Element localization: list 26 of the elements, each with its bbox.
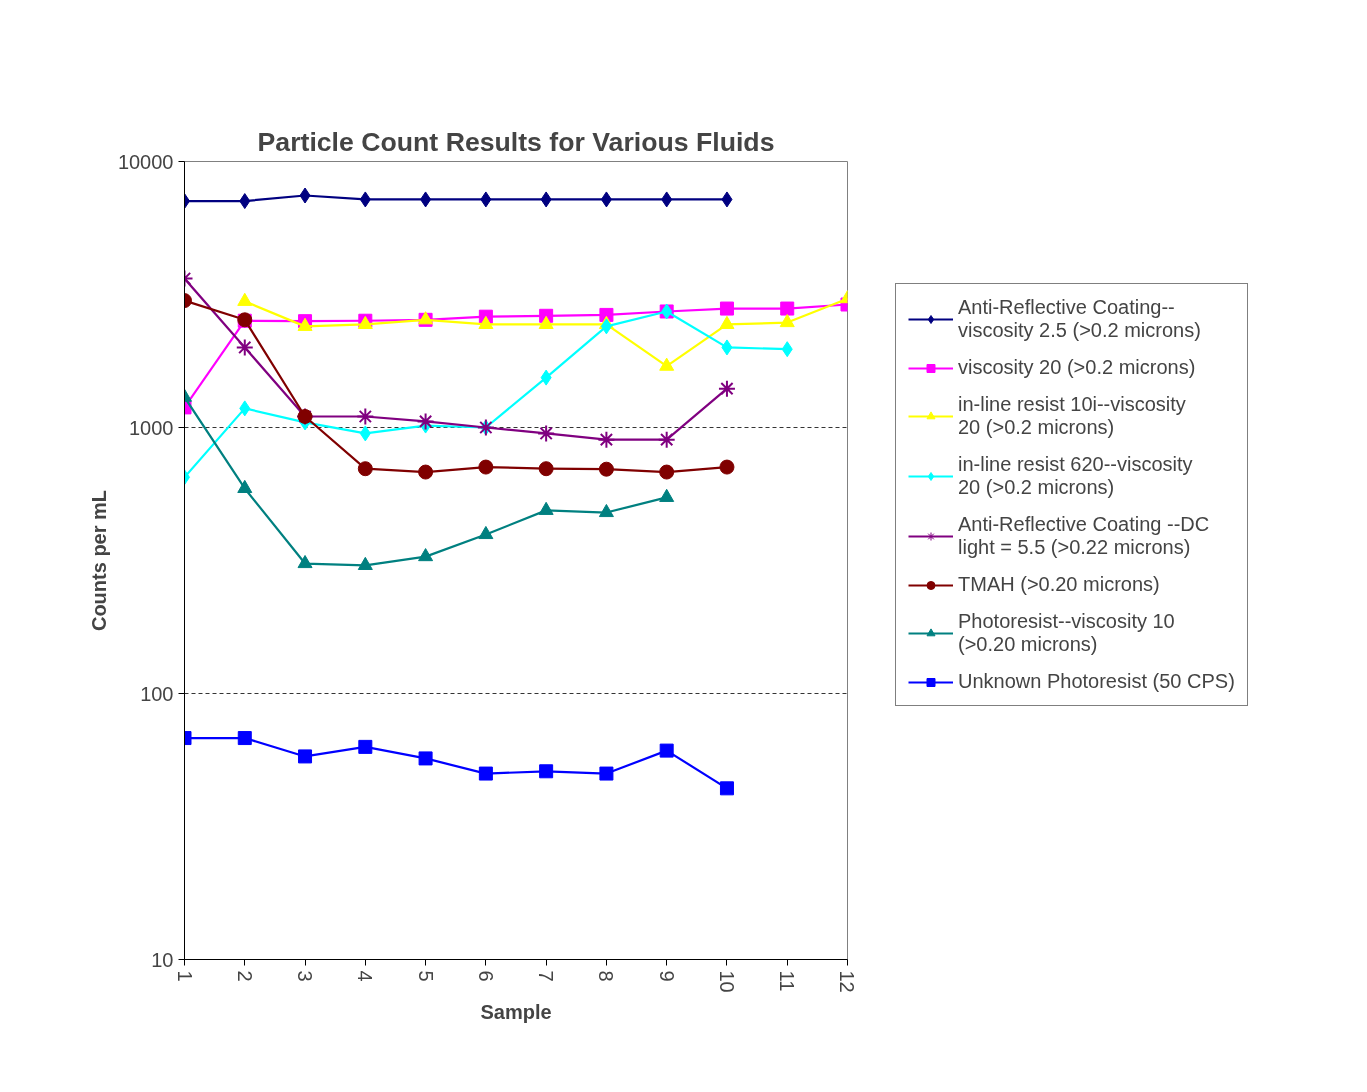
x-tick-label: 8 [595,970,618,982]
x-tick-label: 12 [836,970,859,993]
x-axis-title: Sample [480,1000,552,1023]
chart-title: Particle Count Results for Various Fluids [257,126,775,157]
x-tick-label: 4 [354,970,377,982]
legend-label: Anti-Reflective Coating--viscosity 2.5 (>0.2 microns) [958,296,1201,342]
x-tick-label: 11 [776,970,799,992]
x-tick-label: 10 [715,970,738,993]
y-axis-title: Counts per mL [87,489,110,632]
y-tick-label: 10000 [117,150,174,173]
x-tick-label: 7 [535,970,558,982]
y-tick-label: 100 [140,682,174,705]
legend-label: Photoresist--viscosity 10 (>0.20 microns) [958,610,1175,656]
legend-label: in-line resist 10i--viscosity 20 (>0.2 microns) [958,393,1186,439]
x-tick-label: 5 [414,970,437,982]
x-tick-label: 2 [233,970,256,982]
x-tick-label: 3 [294,970,317,982]
x-tick-label: 1 [173,970,196,982]
legend-label: viscosity 20 (>0.2 microns) [958,356,1196,379]
x-tick-label: 6 [474,970,497,982]
y-tick-label: 1000 [129,416,174,439]
x-tick-label: 9 [655,970,678,982]
legend-label: TMAH (>0.20 microns) [958,573,1160,596]
legend-label: Unknown Photoresist (50 CPS) [958,670,1235,693]
legend-label: in-line resist 620--viscosity 20 (>0.2 microns) [958,453,1193,499]
legend-label: Anti-Reflective Coating --DC light = 5.5 (>0.22 microns) [958,513,1210,559]
